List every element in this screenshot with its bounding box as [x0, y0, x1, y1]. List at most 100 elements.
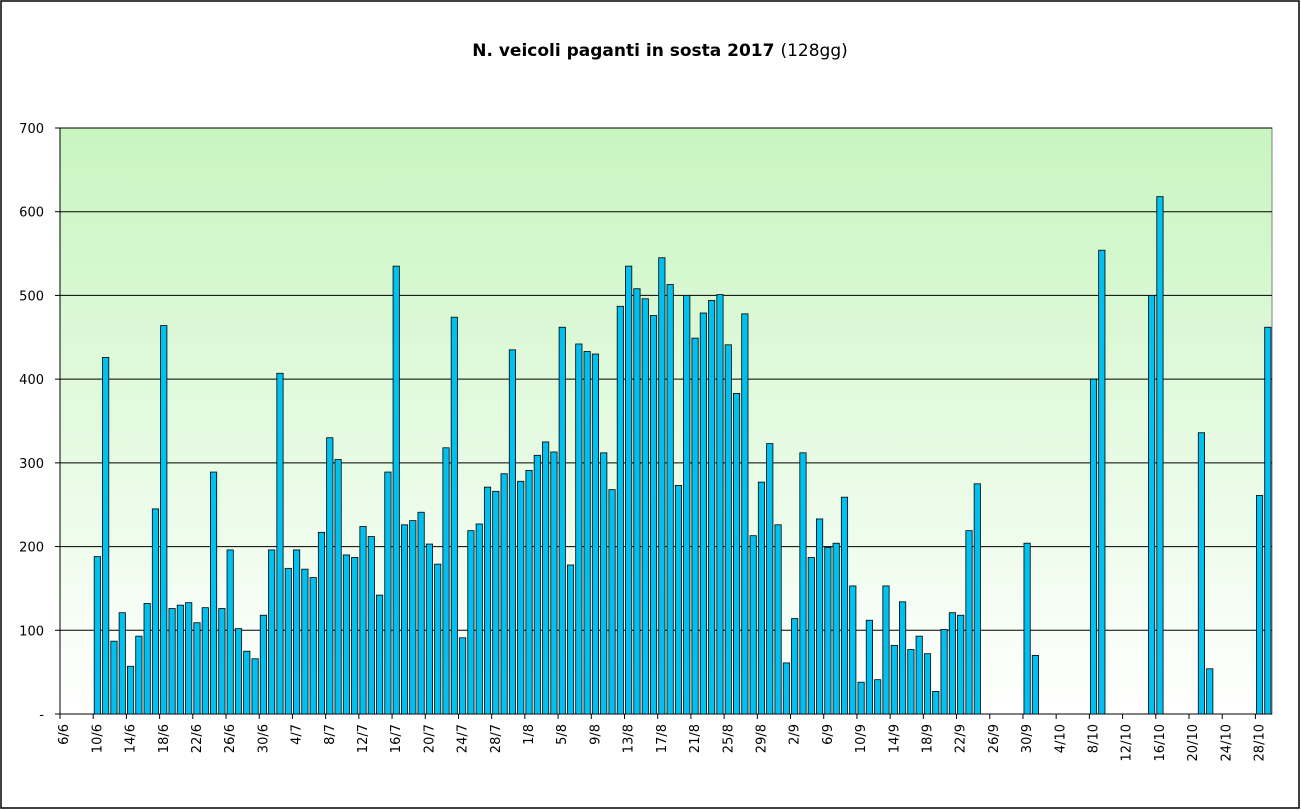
bar [517, 480, 525, 715]
bar [500, 473, 508, 715]
bar [376, 594, 384, 715]
bar [633, 288, 641, 715]
x-tick-label: 12/7 [356, 724, 371, 753]
bar [641, 298, 649, 715]
bar [110, 640, 118, 715]
bar [890, 644, 898, 715]
bar [525, 469, 533, 715]
bar [409, 520, 417, 715]
x-tick-label: 6/9 [821, 724, 836, 745]
bar [127, 665, 135, 715]
x-tick-label: 16/7 [389, 724, 404, 753]
bar [724, 344, 732, 715]
bar [251, 658, 259, 715]
bar [301, 568, 309, 715]
bar [1031, 655, 1039, 715]
bar [168, 608, 176, 715]
bar [816, 518, 824, 715]
bar [1264, 326, 1272, 715]
bar [185, 602, 193, 715]
x-tick-label: 1/8 [522, 724, 537, 745]
x-tick-label: 13/8 [622, 724, 637, 753]
x-tick-label: 26/9 [987, 724, 1002, 753]
x-tick-label: 30/6 [256, 724, 271, 753]
x-tick-label: 4/7 [290, 724, 305, 745]
bar [649, 315, 658, 715]
bar [359, 526, 367, 715]
bar [442, 447, 450, 715]
x-tick-label: 30/9 [1020, 724, 1035, 753]
bar [824, 547, 832, 715]
subtitle: (128gg) [780, 41, 847, 61]
bar [226, 549, 234, 715]
y-tick-label: 100 [19, 624, 44, 639]
bar [973, 483, 981, 715]
x-tick-label: 18/9 [920, 724, 935, 753]
bar [923, 653, 932, 715]
bar [616, 305, 624, 715]
bar [691, 337, 699, 715]
x-tick-label: 5/8 [555, 724, 570, 745]
bar [1156, 196, 1164, 715]
y-tick-label: 400 [19, 373, 44, 388]
x-tick-label: 20/10 [1186, 724, 1201, 761]
x-tick-label: 18/6 [157, 724, 172, 753]
x-tick-label: 14/9 [887, 724, 902, 753]
bar [400, 524, 409, 715]
bar [799, 452, 807, 715]
bar [932, 690, 940, 715]
x-tick-label: 26/6 [223, 724, 238, 753]
x-tick-label: 16/10 [1153, 724, 1168, 761]
bar [658, 257, 666, 715]
bar [1206, 668, 1214, 715]
bar [417, 511, 425, 715]
bar [533, 454, 541, 715]
bar [1098, 249, 1106, 715]
x-tick-label: 24/10 [1219, 724, 1234, 761]
bar [782, 662, 790, 715]
bar [625, 265, 633, 715]
bar [218, 608, 226, 715]
bar [849, 585, 857, 715]
bar [608, 489, 616, 715]
bar [757, 481, 766, 715]
bar [243, 650, 251, 715]
bar [583, 351, 591, 715]
bar [351, 557, 359, 715]
x-tick-label: 21/8 [688, 724, 703, 753]
bar [268, 549, 276, 715]
bar [309, 577, 317, 715]
bar [666, 284, 674, 715]
bar [367, 536, 375, 715]
x-tick-label: 10/9 [854, 724, 869, 753]
bar [840, 496, 849, 715]
bar [874, 679, 882, 715]
bar [1023, 542, 1031, 715]
bar [915, 635, 923, 715]
bar [467, 530, 475, 715]
bar [558, 326, 566, 715]
bar [674, 485, 683, 715]
chart-title: N. veicoli paganti in sosta 2017 (128gg) [472, 41, 848, 61]
x-tick-label: 25/8 [721, 724, 736, 753]
bar [791, 618, 799, 715]
bar [234, 628, 243, 715]
bar [857, 681, 865, 715]
bar [102, 356, 110, 715]
x-tick-label: 22/9 [954, 724, 969, 753]
bar [957, 614, 965, 715]
x-tick-label: 28/7 [489, 724, 504, 753]
y-tick-label: 700 [19, 122, 44, 137]
bar [118, 612, 126, 715]
bar [176, 604, 184, 715]
bar [965, 530, 973, 715]
bar [832, 542, 840, 715]
bar [882, 585, 890, 715]
bar [716, 294, 724, 715]
x-tick-label: 8/10 [1087, 724, 1102, 753]
x-tick-label: 8/7 [323, 724, 338, 745]
bar [151, 508, 160, 715]
bar [708, 300, 716, 715]
x-tick-label: 9/8 [588, 724, 603, 745]
bar [1148, 295, 1156, 715]
